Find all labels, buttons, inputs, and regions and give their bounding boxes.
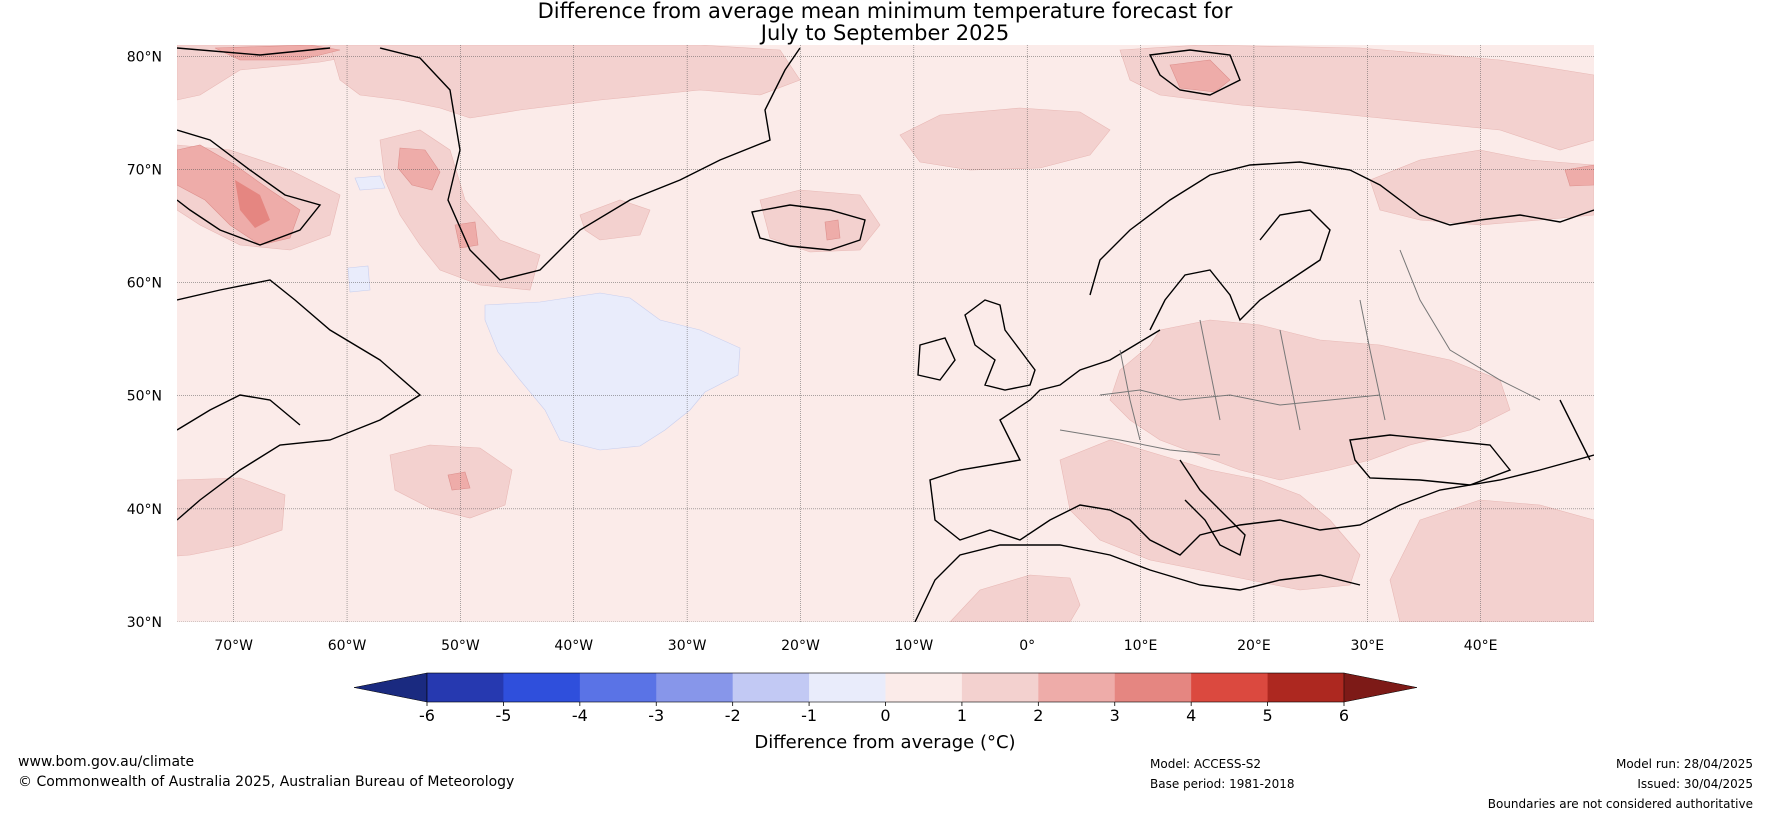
- longitude-label: 50°W: [441, 638, 480, 654]
- boundary-disclaimer: Boundaries are not considered authoritat…: [1487, 797, 1753, 811]
- latitude-label: 30°N: [127, 615, 162, 631]
- issued-date: Issued: 30/04/2025: [1637, 777, 1753, 791]
- colorbar-extend-high: [1343, 672, 1418, 703]
- website-link[interactable]: www.bom.gov.au/climate: [18, 754, 195, 770]
- colorbar-segment: [732, 673, 810, 702]
- colorbar-tick-label: 0: [880, 706, 890, 725]
- longitude-label: 60°W: [328, 638, 367, 654]
- colorbar-tick-label: 2: [1033, 706, 1043, 725]
- colorbar-tick-label: -5: [495, 706, 511, 725]
- latitude-label: 50°N: [127, 389, 162, 405]
- graticule: [177, 45, 1594, 622]
- latitude-label: 80°N: [127, 49, 162, 65]
- colorbar-segment: [885, 673, 963, 702]
- colorbar-segment: [579, 673, 657, 702]
- colorbar-tick-label: -2: [725, 706, 741, 725]
- latitude-labels: 80°N 70°N 60°N 50°N 40°N 30°N: [127, 49, 162, 631]
- colorbar-segment: [961, 673, 1039, 702]
- longitude-labels: 70°W 60°W 50°W 40°W 30°W 20°W 10°W 0° 10°E 20°E 30…: [214, 638, 1497, 654]
- colorbar-segment: [1191, 673, 1269, 702]
- longitude-label: 20°E: [1237, 638, 1271, 654]
- colorbar-tick-label: 3: [1110, 706, 1120, 725]
- chart-title-line2: July to September 2025: [760, 21, 1010, 45]
- colorbar-segment: [427, 673, 504, 702]
- colorbar-tick-label: -6: [419, 706, 435, 725]
- longitude-label: 40°E: [1464, 638, 1498, 654]
- country-borders: [1059, 249, 1541, 456]
- longitude-label: 70°W: [214, 638, 253, 654]
- colorbar-tick-label: 5: [1262, 706, 1272, 725]
- colorbar-segment: [1267, 673, 1345, 702]
- colorbar-tick-label: 6: [1339, 706, 1349, 725]
- colorbar-segment: [656, 673, 734, 702]
- anomaly-3-4-regions: [235, 180, 270, 228]
- colorbar-tick-label: -1: [801, 706, 817, 725]
- longitude-label: 40°W: [554, 638, 593, 654]
- colorbar-extend-low: [353, 672, 428, 703]
- coastlines: [177, 47, 1594, 622]
- colorbar-segment: [1038, 673, 1116, 702]
- longitude-label: 30°E: [1350, 638, 1384, 654]
- longitude-label: 0°: [1019, 638, 1035, 654]
- base-period: Base period: 1981-2018: [1150, 777, 1295, 791]
- colorbar-segment: [1114, 673, 1192, 702]
- colorbar-segment: [503, 673, 581, 702]
- latitude-label: 70°N: [127, 162, 162, 178]
- longitude-label: 30°W: [668, 638, 707, 654]
- colorbar-tick-label: 4: [1186, 706, 1196, 725]
- map-area: [177, 45, 1594, 622]
- longitude-label: 20°W: [781, 638, 820, 654]
- copyright-text: © Commonwealth of Australia 2025, Austra…: [18, 774, 515, 790]
- longitude-label: 10°W: [895, 638, 934, 654]
- colorbar-tick-label: -4: [572, 706, 588, 725]
- anomaly-negative-regions: [347, 175, 741, 451]
- colorbar-tick-label: -3: [648, 706, 664, 725]
- colorbar-segment: [809, 673, 886, 702]
- colorbar-tick-label: 1: [957, 706, 967, 725]
- model-run-date: Model run: 28/04/2025: [1615, 757, 1753, 771]
- colorbar-label: Difference from average (°C): [754, 732, 1015, 753]
- chart-title-line1: Difference from average mean minimum tem…: [537, 0, 1233, 23]
- latitude-label: 60°N: [127, 276, 162, 292]
- longitude-label: 10°E: [1124, 638, 1158, 654]
- model-name: Model: ACCESS-S2: [1150, 757, 1262, 771]
- latitude-label: 40°N: [127, 502, 162, 518]
